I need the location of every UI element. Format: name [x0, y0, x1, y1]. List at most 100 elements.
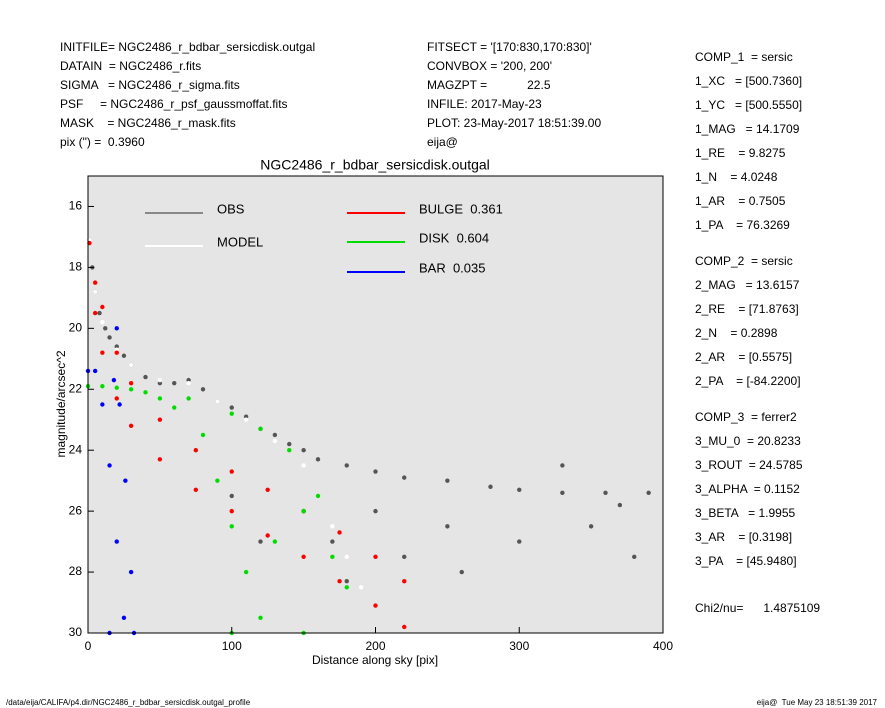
point — [258, 426, 263, 432]
point — [272, 438, 278, 444]
point — [215, 478, 220, 483]
header-line: PSF = NGC2486_r_psf_gaussmoffat.fits — [60, 97, 288, 111]
point — [373, 554, 378, 560]
point — [258, 615, 263, 620]
header-line: SIGMA = NGC2486_r_sigma.fits — [60, 78, 240, 92]
point — [301, 554, 306, 560]
point — [330, 554, 335, 560]
point — [100, 402, 105, 407]
x-tick-label: 300 — [509, 639, 529, 653]
point — [107, 335, 112, 340]
point — [143, 390, 148, 395]
y-tick-label: 20 — [69, 321, 83, 335]
point — [243, 414, 249, 419]
point — [92, 280, 98, 285]
point — [229, 493, 234, 499]
point — [114, 396, 119, 401]
y-axis-label: magnitude/arcsec^2 — [54, 350, 68, 457]
point — [330, 524, 335, 529]
point — [229, 405, 234, 410]
header-line: INITFILE= NGC2486_r_bdbar_sersicdisk.out… — [60, 40, 315, 54]
footer-path: /data/eija/CALIFA/p4.dir/NGC2486_r_bdbar… — [6, 698, 251, 707]
header-line: DATAIN = NGC2486_r.fits — [60, 59, 201, 73]
point — [445, 478, 450, 483]
param-line: 3_ROUT = 24.5785 — [695, 458, 803, 472]
point — [100, 384, 105, 389]
point — [301, 463, 306, 468]
point — [617, 502, 623, 508]
point — [114, 350, 119, 355]
point — [128, 380, 134, 386]
point — [402, 579, 407, 584]
x-tick-label: 100 — [222, 639, 242, 653]
point — [258, 539, 263, 544]
point — [229, 469, 234, 474]
point — [100, 320, 105, 325]
point — [229, 524, 234, 529]
param-line: 2_RE = [71.8763] — [695, 302, 799, 316]
point — [603, 490, 608, 496]
point — [114, 326, 119, 331]
point — [157, 417, 163, 422]
y-tick-label: 28 — [69, 564, 83, 578]
point — [186, 380, 191, 386]
param-line: 1_YC = [500.5550] — [695, 98, 802, 112]
param-line: 1_RE = 9.8275 — [695, 146, 786, 160]
point — [107, 463, 112, 468]
point — [265, 533, 270, 538]
param-line: COMP_1 = sersic — [695, 50, 793, 64]
point — [157, 457, 163, 462]
param-line: 2_N = 0.2898 — [695, 326, 778, 340]
point — [588, 524, 594, 529]
y-tick-label: 26 — [69, 503, 83, 517]
point — [646, 490, 651, 496]
y-tick-label: 16 — [69, 199, 83, 213]
point — [157, 377, 163, 383]
point — [402, 475, 407, 480]
x-axis-label: Distance along sky [pix] — [312, 653, 438, 667]
point — [243, 417, 249, 422]
y-tick-label: 30 — [69, 625, 83, 639]
chart-title: NGC2486_r_bdbar_sersicdisk.outgal — [260, 157, 490, 173]
y-tick-label: 22 — [69, 381, 83, 395]
legend-label: MODEL — [217, 234, 263, 249]
header-line: MASK = NGC2486_r_mask.fits — [60, 116, 236, 130]
point — [114, 344, 119, 349]
param-line: 1_AR = 0.7505 — [695, 194, 786, 208]
point — [445, 524, 450, 529]
point — [229, 411, 234, 416]
point — [632, 554, 637, 560]
point — [402, 624, 407, 630]
param-line: 2_PA = [-84.2200] — [695, 374, 801, 388]
point — [243, 569, 249, 575]
point — [373, 603, 378, 608]
point — [215, 399, 220, 404]
point — [330, 539, 335, 544]
header-line: MAGZPT = 22.5 — [427, 78, 551, 92]
point — [143, 374, 148, 380]
point — [128, 423, 134, 429]
param-line: 3_ALPHA = 0.1152 — [695, 482, 800, 496]
footer-stamp: eija@ Tue May 23 18:51:39 2017 — [757, 698, 878, 707]
point — [344, 585, 349, 590]
point — [315, 457, 321, 462]
param-line: 3_AR = [0.3198] — [695, 530, 792, 544]
point — [301, 508, 306, 514]
param-line: 3_PA = [45.9480] — [695, 554, 797, 568]
legend-label: DISK 0.604 — [419, 230, 489, 245]
x-tick-label: 200 — [365, 639, 385, 653]
point — [200, 387, 206, 392]
point — [186, 377, 191, 383]
param-line: 3_BETA = 1.9955 — [695, 506, 796, 520]
point — [200, 432, 206, 438]
point — [100, 304, 105, 310]
header-line: PLOT: 23-May-2017 18:51:39.00 — [427, 116, 601, 130]
point — [373, 469, 378, 474]
param-line: 1_N = 4.0248 — [695, 170, 778, 184]
point — [123, 478, 128, 483]
point — [402, 554, 407, 560]
param-line: 1_PA = 76.3269 — [695, 218, 790, 232]
point — [103, 326, 108, 331]
header-line: INFILE: 2017-May-23 — [427, 97, 542, 111]
